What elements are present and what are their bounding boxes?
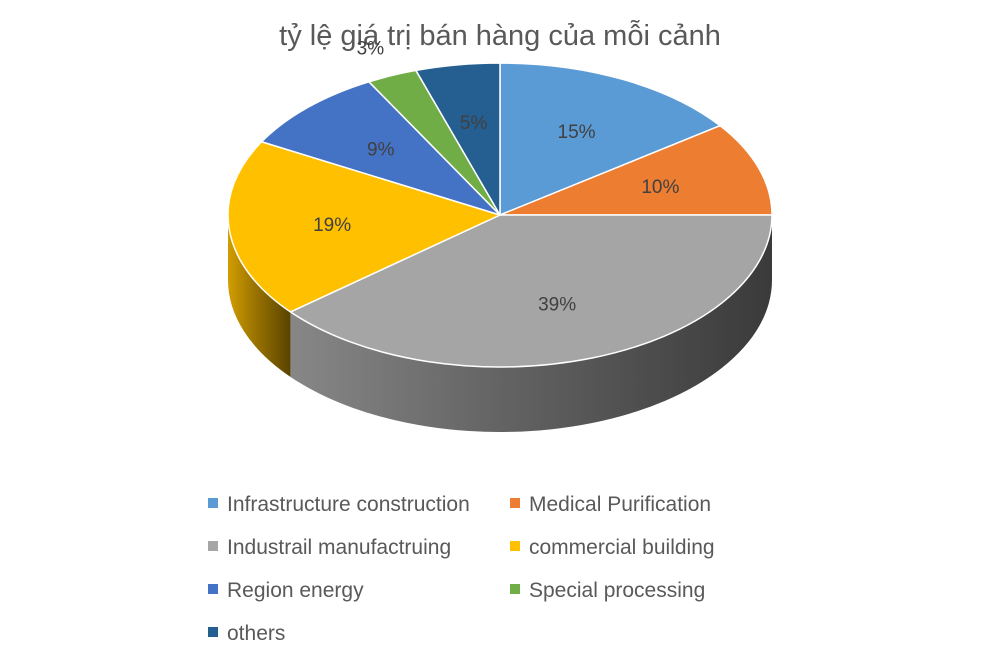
pie-slice-infrastructure-construction[interactable] — [499, 62, 721, 216]
data-label-medical-purification: 10% — [641, 177, 679, 198]
pie-sides — [228, 215, 772, 432]
data-label-others: 5% — [460, 113, 488, 134]
legend-label: Region energy — [227, 579, 364, 602]
legend-item-industrail-manufactruing: Industrail manufactruing — [208, 533, 451, 563]
legend-item-special-processing: Special processing — [510, 576, 705, 606]
pie-side-industrail-manufactruing — [290, 215, 772, 432]
legend-swatch — [510, 541, 520, 552]
legend-item-medical-purification: Medical Purification — [510, 490, 711, 520]
data-label-commercial-building: 19% — [313, 215, 351, 236]
legend-swatch — [510, 498, 520, 509]
legend-item-infrastructure-construction: Infrastructure construction — [208, 490, 470, 520]
legend-label: Industrail manufactruing — [227, 536, 452, 559]
pie-slice-industrail-manufactruing[interactable] — [289, 214, 773, 368]
data-label-special-processing: 3% — [357, 39, 385, 60]
legend-label: Medical Purification — [529, 493, 712, 516]
pie-labels: 15% 10% 39% 19% 9% 3% 5% — [313, 39, 679, 316]
legend-label: Special processing — [529, 579, 706, 602]
pie-slice-commercial-building[interactable] — [227, 141, 501, 313]
pie-slice-others[interactable] — [415, 62, 501, 216]
legend-swatch — [510, 584, 520, 595]
data-label-industrail-manufactruing: 39% — [538, 295, 576, 316]
legend-item-commercial-building: commercial building — [510, 533, 715, 563]
data-label-region-energy: 9% — [367, 139, 395, 160]
legend-item-others: others — [208, 619, 285, 649]
pie-tops — [227, 62, 773, 368]
pie-side-commercial-building — [228, 215, 291, 377]
legend-swatch — [208, 627, 218, 638]
legend-item-region-energy: Region energy — [208, 576, 364, 606]
pie-slice-region-energy[interactable] — [260, 81, 501, 216]
legend-swatch — [208, 498, 218, 509]
chart-title: tỷ lệ giá trị bán hàng của mỗi cảnh — [279, 20, 721, 52]
legend-label: commercial building — [529, 536, 715, 559]
legend-swatch — [208, 541, 218, 552]
legend-swatch — [208, 584, 218, 595]
data-label-infrastructure-construction: 15% — [558, 122, 596, 143]
pie-slice-medical-purification[interactable] — [499, 124, 773, 216]
legend-label: Infrastructure construction — [227, 493, 470, 516]
legend-label: others — [227, 622, 286, 645]
